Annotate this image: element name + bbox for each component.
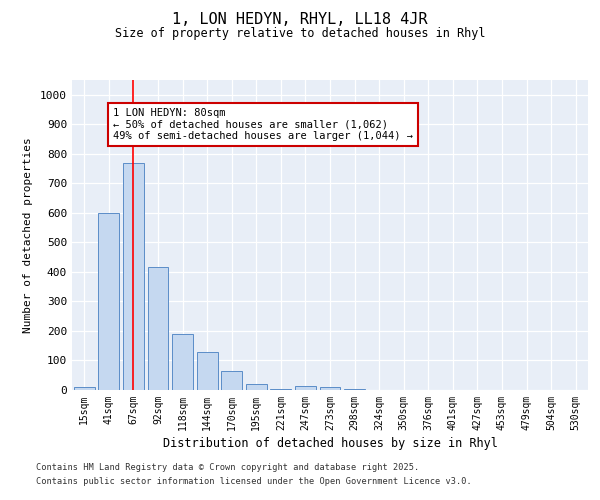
Bar [344,388,365,390]
Bar [221,371,242,390]
Bar [148,268,169,390]
Bar [98,213,119,390]
Text: Contains public sector information licensed under the Open Government Licence v3: Contains public sector information licen… [36,477,472,486]
Bar [295,386,316,390]
X-axis label: Distribution of detached houses by size in Rhyl: Distribution of detached houses by size … [163,437,497,450]
Bar [246,384,267,390]
Bar [123,162,144,390]
Text: 1, LON HEDYN, RHYL, LL18 4JR: 1, LON HEDYN, RHYL, LL18 4JR [172,12,428,28]
Bar [271,388,292,390]
Bar [320,387,340,390]
Text: Contains HM Land Registry data © Crown copyright and database right 2025.: Contains HM Land Registry data © Crown c… [36,464,419,472]
Bar [74,387,95,390]
Text: Size of property relative to detached houses in Rhyl: Size of property relative to detached ho… [115,28,485,40]
Text: 1 LON HEDYN: 80sqm
← 50% of detached houses are smaller (1,062)
49% of semi-deta: 1 LON HEDYN: 80sqm ← 50% of detached hou… [113,108,413,141]
Bar [172,334,193,390]
Bar [197,352,218,390]
Y-axis label: Number of detached properties: Number of detached properties [23,137,33,333]
